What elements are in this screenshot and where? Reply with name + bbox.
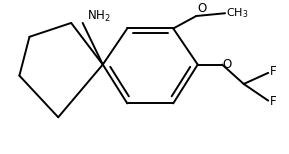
Text: NH$_2$: NH$_2$ xyxy=(87,8,111,24)
Text: F: F xyxy=(270,95,276,109)
Text: O: O xyxy=(223,58,232,71)
Text: O: O xyxy=(198,2,207,15)
Text: F: F xyxy=(270,65,276,78)
Text: CH$_3$: CH$_3$ xyxy=(227,6,249,20)
